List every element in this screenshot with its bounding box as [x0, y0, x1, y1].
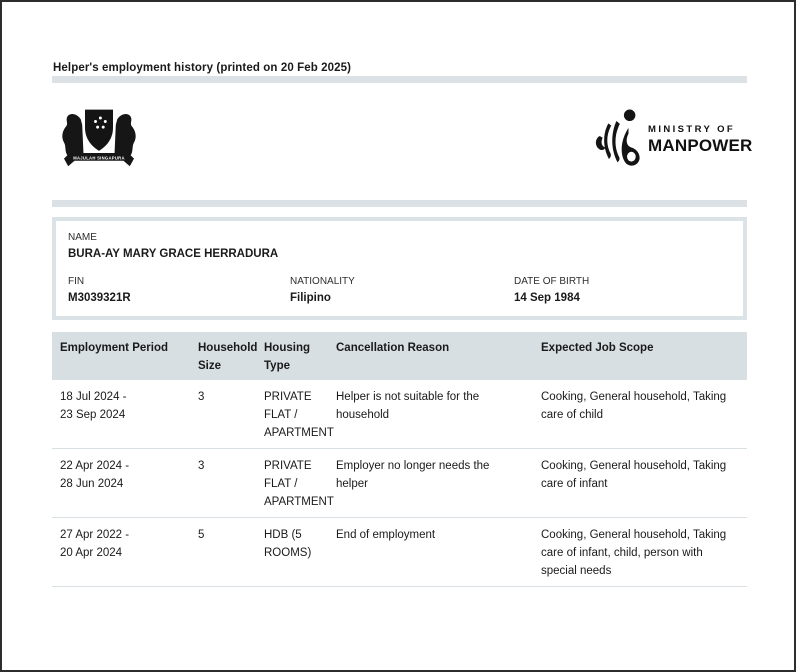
coat-of-arms-icon: MAJULAH SINGAPURA — [62, 109, 136, 167]
section-divider-bar — [52, 200, 747, 207]
dob-field: DATE OF BIRTH 14 Sep 1984 — [514, 275, 731, 306]
title-divider-bar — [52, 76, 747, 83]
table-cell: Helper is not suitable for the household — [328, 380, 533, 449]
table-cell: Employer no longer needs the helper — [328, 448, 533, 518]
helper-info-row: FIN M3039321R NATIONALITY Filipino DATE … — [68, 275, 731, 306]
column-header: Expected Job Scope — [533, 332, 747, 380]
table-cell: 27 Apr 2022 - 20 Apr 2024 — [52, 517, 190, 587]
employment-history-table: Employment Period Household Size Housing T… — [52, 332, 747, 587]
table-body: 18 Jul 2024 - 23 Sep 2024 3 PRIVATE FLAT /… — [52, 380, 747, 587]
nationality-field: NATIONALITY Filipino — [290, 275, 514, 306]
table-cell: Cooking, General household, Taking care … — [533, 380, 747, 449]
singapore-coat-of-arms: MAJULAH SINGAPURA — [57, 103, 141, 180]
fin-field: FIN M3039321R — [68, 275, 290, 306]
mom-logo: MINISTRY OF MANPOWER — [594, 102, 753, 178]
column-header: Household Size — [190, 332, 257, 380]
table-row: 18 Jul 2024 - 23 Sep 2024 3 PRIVATE FLAT /… — [52, 380, 747, 449]
name-label: NAME — [68, 232, 97, 243]
fin-label: FIN — [68, 276, 85, 287]
table-cell: 5 — [190, 517, 256, 587]
helper-info-card: NAME BURA-AY MARY GRACE HERRADURA FIN M3… — [52, 217, 747, 320]
name-value: BURA-AY MARY GRACE HERRADURA — [68, 248, 279, 260]
fin-value: M3039321R — [68, 292, 131, 304]
name-field: NAME BURA-AY MARY GRACE HERRADURA — [68, 231, 731, 262]
dob-label: DATE OF BIRTH — [514, 276, 590, 287]
table-cell: PRIVATE FLAT / APARTMENT — [256, 380, 334, 449]
table-row: 22 Apr 2024 - 28 Jun 2024 3 PRIVATE FLAT /… — [52, 448, 747, 518]
mom-logo-icon — [595, 109, 640, 166]
nationality-value: Filipino — [290, 292, 331, 304]
table-cell: 3 — [190, 448, 256, 518]
table-cell: PRIVATE FLAT / APARTMENT — [256, 448, 334, 518]
table-cell: Cooking, General household, Taking care … — [533, 448, 747, 518]
manpower-label: MANPOWER — [648, 136, 753, 155]
column-header: Employment Period — [52, 332, 190, 380]
table-cell: 3 — [190, 380, 256, 449]
table-cell: Cooking, General household, Taking care … — [533, 517, 747, 587]
mom-logo-text: MINISTRY OF MANPOWER — [648, 124, 753, 156]
column-header: Housing Type — [256, 332, 328, 380]
column-header: Cancellation Reason — [328, 332, 533, 380]
table-header: Employment Period Household Size Housing T… — [52, 332, 747, 380]
table-cell: 18 Jul 2024 - 23 Sep 2024 — [52, 380, 190, 449]
nationality-label: NATIONALITY — [290, 276, 355, 287]
page-title: Helper's employment history (printed on … — [53, 62, 352, 74]
dob-value: 14 Sep 1984 — [514, 292, 580, 304]
coat-of-arms-motto: MAJULAH SINGAPURA — [73, 156, 125, 161]
ministry-of-label: MINISTRY OF — [648, 124, 736, 135]
table-cell: End of employment — [328, 517, 533, 587]
table-cell: 22 Apr 2024 - 28 Jun 2024 — [52, 448, 190, 518]
table-row: 27 Apr 2022 - 20 Apr 2024 5 HDB (5 ROOMS) E… — [52, 517, 747, 587]
table-cell: HDB (5 ROOMS) — [256, 517, 328, 587]
